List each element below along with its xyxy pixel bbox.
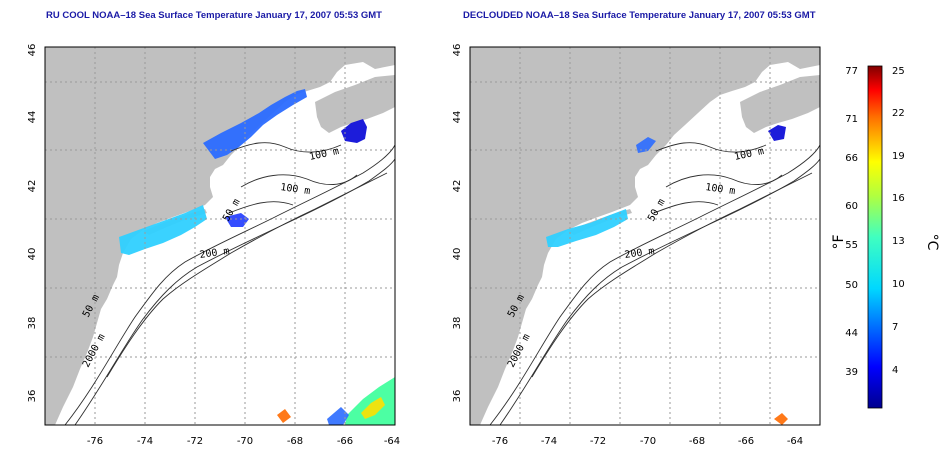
lat-tick-label: 36 (27, 390, 38, 403)
lon-tick-label: -68 (287, 436, 303, 447)
celsius-unit-label: °C (924, 234, 940, 251)
colorbar-f-tick: 50 (845, 280, 858, 291)
lon-tick-label: -64 (787, 436, 803, 447)
sst-patch (225, 213, 249, 227)
lon-tick-label: -74 (541, 436, 557, 447)
lon-tick-label: -70 (237, 436, 253, 447)
colorbar-c-tick: 10 (892, 279, 905, 290)
fahrenheit-unit-label: °F (831, 234, 847, 249)
lat-tick-label: 38 (452, 317, 463, 330)
colorbar-c-tick: 13 (892, 236, 905, 247)
lat-axis-right: 36 38 40 42 44 46 (452, 44, 463, 403)
lat-tick-label: 40 (27, 248, 38, 261)
contour-label: 100 m (280, 182, 311, 197)
colorbar-c-tick: 7 (892, 322, 898, 333)
lon-tick-label: -66 (337, 436, 353, 447)
lon-tick-label: -64 (384, 436, 400, 447)
sst-patch (341, 119, 367, 143)
contour-label: 200 m (199, 246, 230, 261)
nova-scotia-land (740, 75, 820, 133)
sst-patch (345, 377, 395, 425)
left-map-panel (44, 46, 396, 426)
sst-patch (277, 409, 291, 423)
grid-lines (470, 47, 820, 425)
contour-label: 200 m (624, 246, 655, 261)
colorbar-f-tick: 66 (845, 153, 858, 164)
lat-tick-label: 46 (452, 44, 463, 57)
sst-patch (774, 413, 788, 425)
colorbar-f-tick: 39 (845, 367, 858, 378)
sst-patch (119, 205, 207, 255)
colorbar-f-tick: 55 (845, 240, 858, 251)
lon-tick-label: -76 (492, 436, 508, 447)
nova-scotia-land (315, 75, 395, 133)
bathymetry-contours (489, 142, 820, 425)
lat-tick-label: 36 (452, 390, 463, 403)
grid-lines (45, 47, 395, 425)
colorbar-c-tick: 22 (892, 108, 905, 119)
lon-tick-label: -72 (590, 436, 606, 447)
land-mass (45, 47, 395, 425)
lon-tick-label: -68 (689, 436, 705, 447)
lon-axis-left: -76 -74 -72 -70 -68 -66 -64 (87, 436, 400, 447)
lon-tick-label: -74 (137, 436, 153, 447)
lat-tick-label: 44 (27, 111, 38, 124)
colorbar-c-tick: 16 (892, 193, 905, 204)
lon-axis-right: -76 -74 -72 -70 -68 -66 -64 (492, 436, 803, 447)
colorbar: 77 71 66 60 55 50 44 39 25 22 19 16 13 1… (831, 65, 940, 409)
contour-label: 100 m (705, 182, 736, 197)
bathymetry-contours (64, 142, 395, 425)
sst-patch (546, 209, 628, 247)
left-map-title: RU COOL NOAA–18 Sea Surface Temperature … (46, 10, 382, 21)
colorbar-c-tick: 19 (892, 151, 905, 162)
right-map-panel (469, 46, 821, 426)
colorbar-f-tick: 60 (845, 201, 858, 212)
lat-tick-label: 44 (452, 111, 463, 124)
lat-tick-label: 42 (452, 180, 463, 193)
colorbar-gradient (867, 65, 883, 409)
sst-patch (636, 137, 656, 153)
lat-tick-label: 40 (452, 248, 463, 261)
right-map-title: DECLOUDED NOAA–18 Sea Surface Temperatur… (463, 10, 816, 21)
sst-patch (361, 397, 385, 419)
sst-patch (768, 125, 786, 141)
lat-axis-left: 36 38 40 42 44 46 (27, 44, 38, 403)
colorbar-f-tick: 71 (845, 114, 858, 125)
lat-tick-label: 38 (27, 317, 38, 330)
lon-tick-label: -76 (87, 436, 103, 447)
colorbar-c-tick: 25 (892, 66, 905, 77)
lat-tick-label: 46 (27, 44, 38, 57)
colorbar-f-tick: 77 (845, 66, 858, 77)
sst-patch (327, 407, 349, 425)
land-mass (470, 47, 820, 425)
lon-tick-label: -70 (640, 436, 656, 447)
sst-patch (203, 89, 307, 159)
lat-tick-label: 42 (27, 180, 38, 193)
lon-tick-label: -72 (187, 436, 203, 447)
lon-tick-label: -66 (738, 436, 754, 447)
colorbar-c-tick: 4 (892, 365, 898, 376)
colorbar-f-tick: 44 (845, 328, 858, 339)
